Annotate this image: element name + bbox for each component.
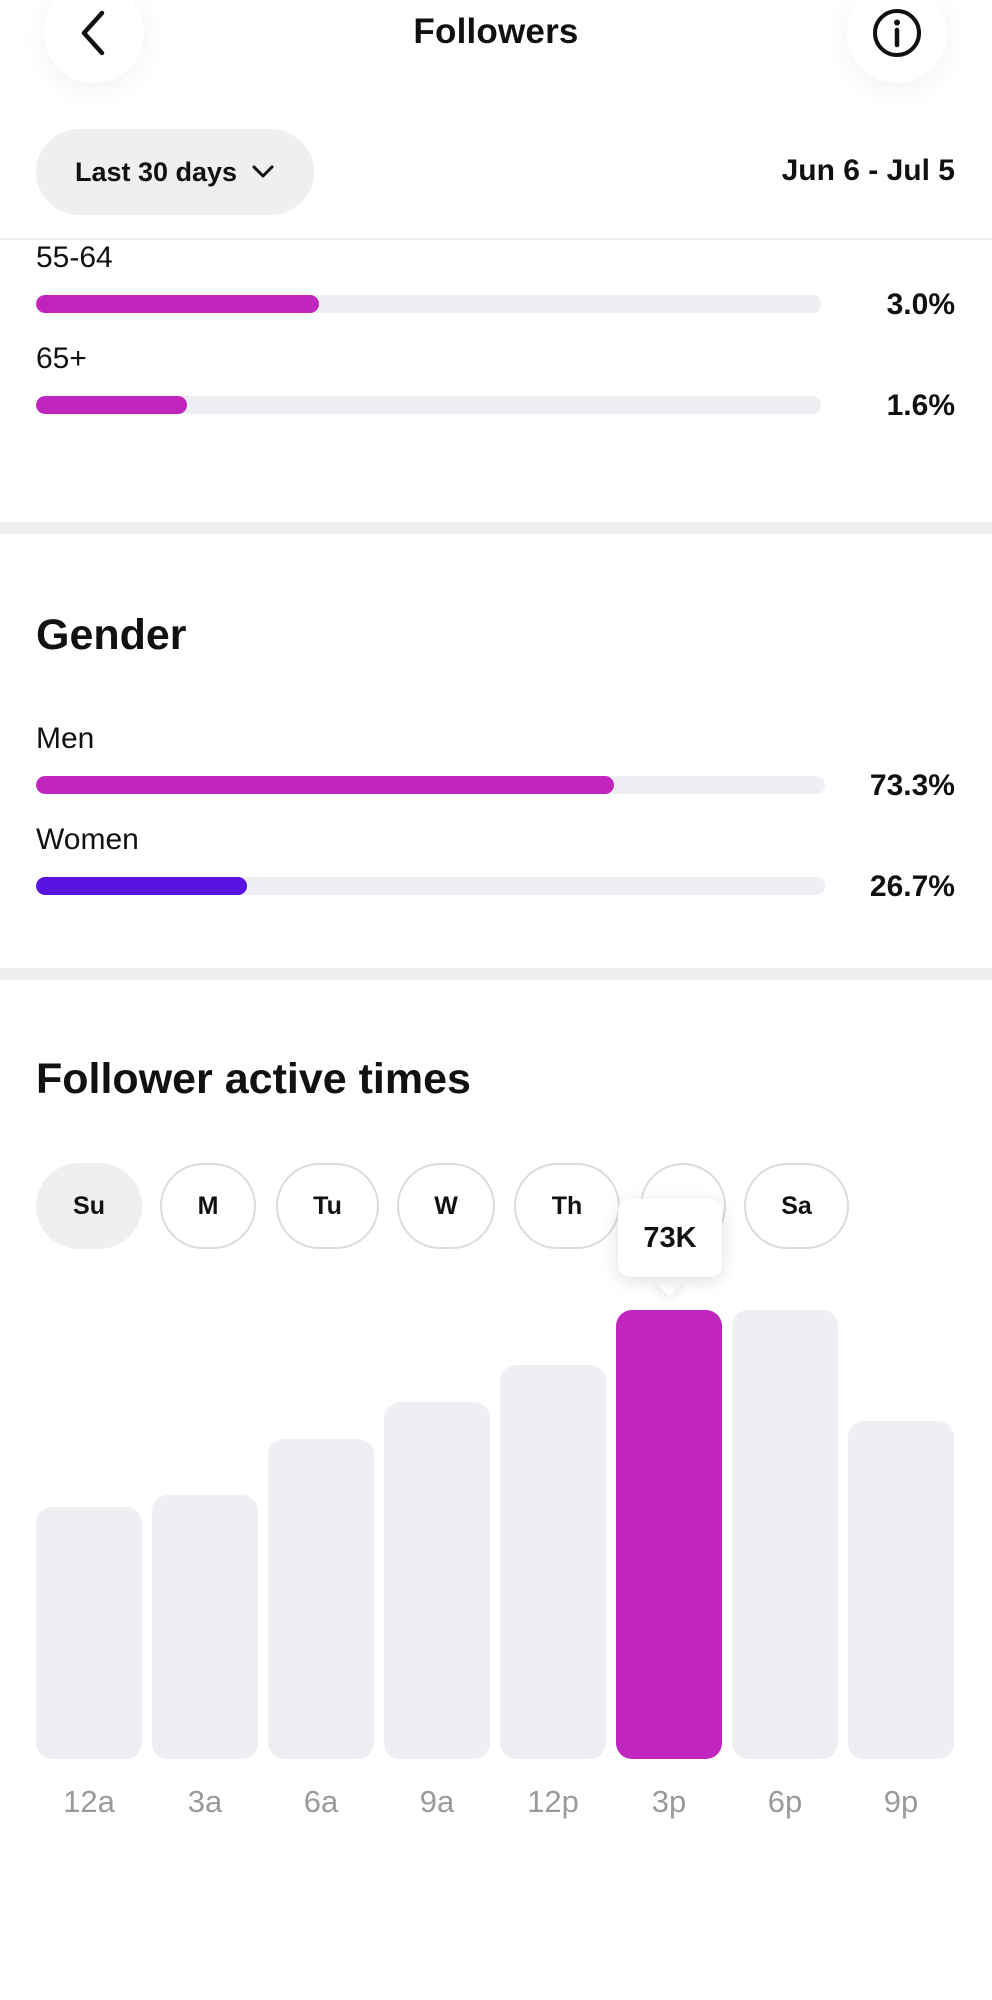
chart-bar-3p[interactable]: [616, 1310, 722, 1759]
chart-bar-12a[interactable]: [36, 1506, 142, 1759]
gender-percent-men: 73.3%: [869, 769, 955, 802]
age-bar-fill: [36, 295, 319, 313]
info-button[interactable]: [847, 0, 947, 83]
chevron-left-icon: [81, 10, 105, 56]
chart-bar-6p[interactable]: [732, 1310, 838, 1759]
date-range-dropdown-label: Last 30 days: [74, 156, 238, 187]
chart-bar-9a[interactable]: [384, 1402, 490, 1759]
day-chip-su[interactable]: Su: [36, 1163, 142, 1249]
age-bar-track: [36, 295, 821, 313]
x-tick-label: 6p: [767, 1784, 803, 1819]
age-label: 65+: [36, 342, 87, 375]
page-title: Followers: [413, 12, 579, 51]
age-percent: 3.0%: [886, 288, 955, 321]
age-percent: 1.6%: [886, 389, 955, 422]
gender-title: Gender: [36, 611, 187, 659]
chart-bar-6a[interactable]: [268, 1439, 374, 1759]
x-tick-label: 3p: [651, 1784, 687, 1819]
x-tick-label: 3a: [187, 1784, 223, 1819]
active-times-title: Follower active times: [36, 1055, 471, 1103]
day-chip-th[interactable]: Th: [514, 1163, 620, 1249]
x-tick-label: 12a: [63, 1784, 115, 1819]
chart-bar-3a[interactable]: [152, 1494, 258, 1759]
info-icon: [873, 9, 921, 57]
x-tick-label: 12p: [527, 1784, 579, 1819]
section-divider: [0, 968, 992, 980]
x-tick-label: 9a: [419, 1784, 455, 1819]
gender-bar-fill-men: [36, 776, 615, 794]
chart-bar-9p[interactable]: [848, 1420, 954, 1759]
gender-label-men: Men: [36, 722, 95, 755]
gender-percent-women: 26.7%: [869, 870, 955, 903]
age-label: 55-64: [36, 241, 113, 274]
section-divider: [0, 522, 992, 534]
gender-bar-track: [36, 776, 825, 794]
header-divider: [0, 238, 992, 240]
day-chip-sa[interactable]: Sa: [744, 1163, 849, 1249]
x-tick-label: 9p: [883, 1784, 919, 1819]
chart-tooltip: 73K: [618, 1199, 722, 1277]
chevron-down-icon: [252, 165, 274, 178]
x-tick-label: 6a: [303, 1784, 339, 1819]
age-bar-fill: [36, 396, 187, 414]
back-button[interactable]: [44, 0, 144, 83]
gender-label-women: Women: [36, 823, 139, 856]
chart-bar-12p[interactable]: [500, 1365, 606, 1759]
date-range-text: Jun 6 - Jul 5: [781, 154, 955, 187]
day-chip-tu[interactable]: Tu: [276, 1163, 379, 1249]
gender-bar-track: [36, 877, 825, 895]
date-range-dropdown[interactable]: Last 30 days: [36, 129, 314, 215]
age-bar-track: [36, 396, 821, 414]
day-chip-w[interactable]: W: [397, 1163, 495, 1249]
gender-bar-fill-women: [36, 877, 247, 895]
day-chip-m[interactable]: M: [160, 1163, 256, 1249]
